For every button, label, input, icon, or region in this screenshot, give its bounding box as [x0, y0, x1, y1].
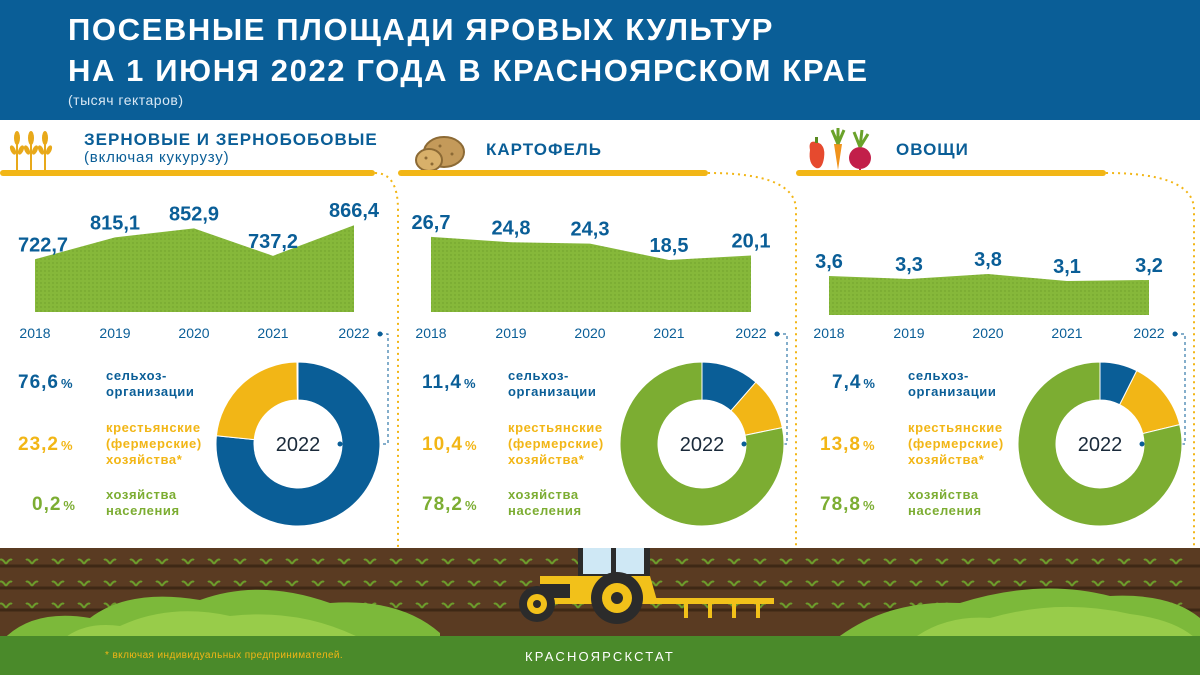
year-tick-label: 2018	[813, 325, 844, 341]
leader-dot-end	[741, 441, 747, 447]
panel-chart: 722,7 2018 815,1 2019 852,9 2020 737,2 2021 866,…	[0, 170, 399, 550]
value-label: 24,3	[571, 219, 610, 241]
year-tick-label: 2021	[257, 325, 288, 341]
title-underline	[0, 170, 375, 176]
legend-households: хозяйства населения	[106, 487, 180, 518]
year-tick-label: 2019	[495, 325, 526, 341]
pie-center-label: 2022	[276, 434, 321, 456]
dotted-connector	[707, 172, 797, 550]
year-tick-label: 2019	[893, 325, 924, 341]
panel-vegetables: ОВОЩИ 3,6 2018 3,3 2019 3,8 2020 3,1 2021 3,2 202…	[796, 122, 1196, 550]
value-label: 26,7	[412, 212, 451, 234]
share-label-households: 0,2%	[32, 494, 76, 515]
year-tick-label: 2020	[574, 325, 605, 341]
leader-dot-end	[337, 441, 343, 447]
dotted-connector	[374, 172, 399, 550]
title-underline	[398, 170, 708, 176]
panel-chart: 3,6 2018 3,3 2019 3,8 2020 3,1 2021 3,2 2022 2022	[796, 170, 1195, 550]
share-label-households: 78,8%	[820, 494, 876, 515]
value-label: 737,2	[248, 231, 298, 253]
field-scene	[0, 548, 1200, 675]
panel-subtitle: (включая кукурузу)	[84, 149, 230, 166]
area-series	[431, 236, 751, 312]
units-label: (тысяч гектаров)	[68, 92, 184, 108]
source-label: КРАСНОЯРСКСТАТ	[525, 649, 675, 664]
value-label: 866,4	[329, 200, 380, 222]
year-tick-label: 2021	[1051, 325, 1082, 341]
share-label-agri-orgs: 11,4%	[422, 372, 477, 393]
value-label: 20,1	[732, 230, 771, 252]
legend-agri-orgs: сельхоз-организации	[508, 368, 597, 399]
potato-icon	[415, 136, 465, 172]
share-label-farms: 13,8%	[820, 434, 876, 455]
legend-households: хозяйства населения	[908, 487, 982, 518]
panel-potato: КАРТОФЕЛЬ 26,7 2018 24,8 2019 24,3 2020 18,5 20…	[398, 122, 798, 550]
year-tick-label: 2020	[972, 325, 1003, 341]
legend-farms: крестьянские (фермерские) хозяйства*	[508, 420, 604, 467]
pie-slice	[296, 361, 299, 401]
value-label: 3,3	[895, 254, 923, 276]
value-label: 3,2	[1135, 255, 1163, 277]
value-label: 24,8	[492, 217, 531, 239]
panel-title: ЗЕРНОВЫЕ И ЗЕРНОБОБОВЫЕ	[84, 130, 378, 149]
panel-title: ОВОЩИ	[896, 140, 969, 159]
legend-agri-orgs: сельхоз-организации	[908, 368, 997, 399]
year-tick-label: 2018	[415, 325, 446, 341]
value-label: 852,9	[169, 203, 219, 225]
panel-grain: ЗЕРНОВЫЕ И ЗЕРНОБОБОВЫЕ (включая кукуруз…	[0, 122, 400, 550]
dotted-connector	[1105, 172, 1195, 550]
year-tick-label: 2022	[735, 325, 766, 341]
year-tick-label: 2021	[653, 325, 684, 341]
pie-center-label: 2022	[680, 434, 725, 456]
title-underline	[796, 170, 1106, 176]
header-banner: ПОСЕВНЫЕ ПЛОЩАДИ ЯРОВЫХ КУЛЬТУР НА 1 ИЮН…	[0, 0, 1200, 120]
value-label: 815,1	[90, 212, 140, 234]
legend-farms: крестьянские (фермерские) хозяйства*	[908, 420, 1004, 467]
value-label: 3,6	[815, 251, 843, 273]
share-label-farms: 23,2%	[18, 434, 74, 455]
area-series	[35, 225, 354, 312]
page-title-line-2: НА 1 ИЮНЯ 2022 ГОДА В КРАСНОЯРСКОМ КРАЕ	[68, 53, 869, 88]
year-tick-label: 2018	[19, 325, 50, 341]
year-tick-label: 2022	[338, 325, 369, 341]
share-label-agri-orgs: 76,6%	[18, 372, 74, 393]
share-label-households: 78,2%	[422, 494, 478, 515]
leader-dot-end	[1139, 441, 1145, 447]
footnote: * включая индивидуальных предпринимателе…	[105, 650, 344, 661]
value-label: 3,1	[1053, 256, 1081, 278]
year-tick-label: 2022	[1133, 325, 1164, 341]
wheat-icon	[9, 131, 53, 172]
pie-slice	[619, 361, 785, 527]
legend-farms: крестьянские (фермерские) хозяйства*	[106, 420, 202, 467]
panel-chart: 26,7 2018 24,8 2019 24,3 2020 18,5 2021 20,1 2022…	[398, 170, 797, 550]
value-label: 18,5	[650, 235, 689, 257]
year-tick-label: 2019	[99, 325, 130, 341]
pie-slice	[1017, 361, 1183, 527]
share-label-farms: 10,4%	[422, 434, 478, 455]
tractor-icon	[519, 548, 774, 624]
value-label: 722,7	[18, 234, 68, 256]
share-label-agri-orgs: 7,4%	[832, 372, 876, 393]
pie-center-label: 2022	[1078, 434, 1123, 456]
area-series	[829, 274, 1149, 315]
year-tick-label: 2020	[178, 325, 209, 341]
page-title-line-1: ПОСЕВНЫЕ ПЛОЩАДИ ЯРОВЫХ КУЛЬТУР	[68, 12, 775, 47]
legend-agri-orgs: сельхоз-организации	[106, 368, 195, 399]
value-label: 3,8	[974, 249, 1002, 271]
panel-title: КАРТОФЕЛЬ	[486, 140, 602, 159]
pie-slice	[215, 361, 381, 527]
legend-households: хозяйства населения	[508, 487, 582, 518]
